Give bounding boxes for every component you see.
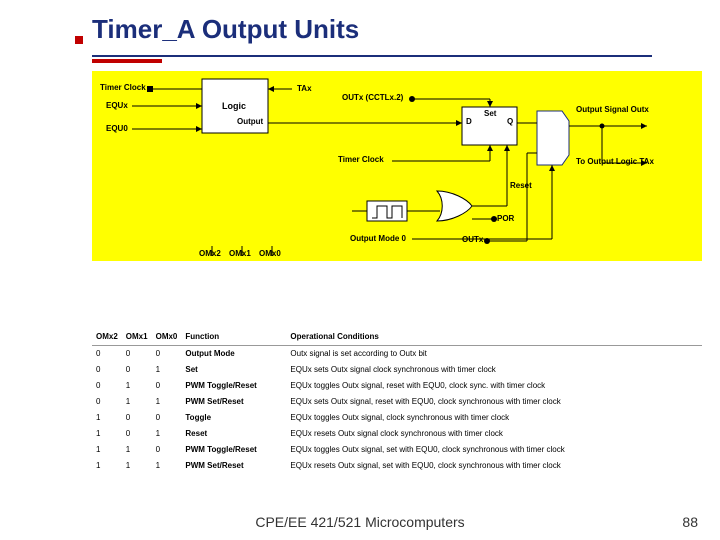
table-cell: 1 (122, 442, 152, 458)
lbl-tax: TAx (297, 84, 312, 93)
table-row: 000Output ModeOutx signal is set accordi… (92, 346, 702, 362)
table-cell: 0 (152, 442, 182, 458)
lbl-timer-clock2: Timer Clock (338, 155, 384, 164)
table-cell: Reset (181, 426, 286, 442)
table-cell: EQUx toggles Outx signal, clock synchron… (286, 410, 702, 426)
table-row: 010PWM Toggle/ResetEQUx toggles Outx sig… (92, 378, 702, 394)
title-underline (92, 55, 652, 57)
modes-table: OMx2 OMx1 OMx0 Function Operational Cond… (92, 329, 702, 474)
table-cell: 1 (152, 426, 182, 442)
table-cell: 1 (122, 394, 152, 410)
title-bar (92, 59, 162, 63)
lbl-set: Set (484, 109, 496, 118)
table-cell: EQUx sets Outx signal clock synchronous … (286, 362, 702, 378)
table-cell: 0 (152, 410, 182, 426)
table-row: 110PWM Toggle/ResetEQUx toggles Outx sig… (92, 442, 702, 458)
table-cell: 1 (152, 362, 182, 378)
footer-text: CPE/EE 421/521 Microcomputers (0, 514, 720, 530)
table-cell: 0 (92, 394, 122, 410)
lbl-to-output-logic: To Output Logic TAx (576, 157, 654, 166)
title-bullet (75, 36, 83, 44)
table-cell: 0 (152, 378, 182, 394)
table-row: 100ToggleEQUx toggles Outx signal, clock… (92, 410, 702, 426)
lbl-timer-clock: Timer Clock (100, 83, 146, 92)
lbl-equx: EQUx (106, 101, 128, 110)
lbl-om0: OMx0 (259, 249, 281, 258)
th-omx0: OMx0 (152, 329, 182, 346)
table-cell: Output Mode (181, 346, 286, 362)
table-cell: 0 (122, 362, 152, 378)
lbl-logic: Logic (222, 101, 246, 111)
table-cell: PWM Set/Reset (181, 458, 286, 474)
table-row: 011PWM Set/ResetEQUx sets Outx signal, r… (92, 394, 702, 410)
page-number: 88 (682, 514, 698, 530)
table-cell: Outx signal is set according to Outx bit (286, 346, 702, 362)
table-row: 111PWM Set/ResetEQUx resets Outx signal,… (92, 458, 702, 474)
lbl-outx-cctl: OUTx (CCTLx.2) (342, 93, 403, 102)
table-cell: 1 (122, 458, 152, 474)
table-cell: 0 (122, 426, 152, 442)
table-cell: 0 (152, 346, 182, 362)
th-omx1: OMx1 (122, 329, 152, 346)
table-cell: 1 (152, 458, 182, 474)
th-func: Function (181, 329, 286, 346)
th-cond: Operational Conditions (286, 329, 702, 346)
table-cell: Toggle (181, 410, 286, 426)
page-title: Timer_A Output Units (92, 14, 698, 45)
table-cell: 0 (122, 410, 152, 426)
th-omx2: OMx2 (92, 329, 122, 346)
table-row: 001SetEQUx sets Outx signal clock synchr… (92, 362, 702, 378)
lbl-output-mode0: Output Mode 0 (350, 234, 406, 243)
lbl-outx: OUTx (462, 235, 483, 244)
table-cell: 1 (92, 458, 122, 474)
table-cell: PWM Set/Reset (181, 394, 286, 410)
table-cell: 1 (122, 378, 152, 394)
diagram: Timer Clock EQUx EQU0 Logic TAx Output O… (92, 71, 702, 261)
lbl-equ0: EQU0 (106, 124, 128, 133)
table-cell: 0 (92, 346, 122, 362)
lbl-om2: OMx2 (199, 249, 221, 258)
table-cell: 1 (92, 442, 122, 458)
table-cell: PWM Toggle/Reset (181, 378, 286, 394)
table-cell: 1 (92, 410, 122, 426)
lbl-q: Q (507, 117, 513, 126)
table-cell: PWM Toggle/Reset (181, 442, 286, 458)
lbl-output-signal: Output Signal Outx (576, 105, 649, 114)
table-cell: 0 (92, 362, 122, 378)
lbl-por: POR (497, 214, 514, 223)
table-cell: 0 (92, 378, 122, 394)
table-cell: EQUx toggles Outx signal, reset with EQU… (286, 378, 702, 394)
table-cell: EQUx resets Outx signal, set with EQU0, … (286, 458, 702, 474)
table-cell: EQUx sets Outx signal, reset with EQU0, … (286, 394, 702, 410)
table-cell: EQUx resets Outx signal clock synchronou… (286, 426, 702, 442)
lbl-d: D (466, 117, 472, 126)
table-cell: EQUx toggles Outx signal, set with EQU0,… (286, 442, 702, 458)
table-cell: 1 (92, 426, 122, 442)
lbl-output: Output (237, 117, 263, 126)
table-cell: 0 (122, 346, 152, 362)
table-row: 101ResetEQUx resets Outx signal clock sy… (92, 426, 702, 442)
table-cell: 1 (152, 394, 182, 410)
lbl-reset: Reset (510, 181, 532, 190)
table-cell: Set (181, 362, 286, 378)
lbl-om1: OMx1 (229, 249, 251, 258)
